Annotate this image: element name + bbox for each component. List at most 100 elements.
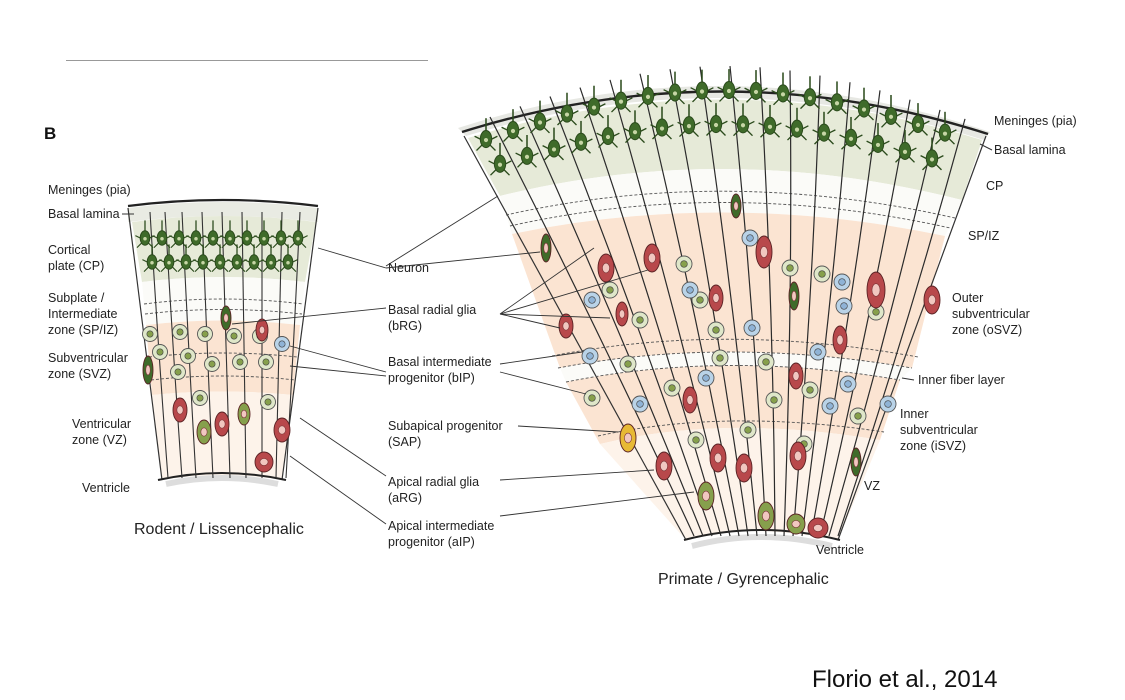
rodent-title: Rodent / Lissencephalic: [134, 521, 304, 538]
neuron-nucleus: [279, 237, 283, 241]
rodent-label-vz-2: zone (VZ): [72, 433, 127, 447]
glia-nucleus: [602, 262, 610, 274]
primate-label-isvz-2: subventricular: [900, 423, 978, 437]
rodent-label-svz-2: zone (SVZ): [48, 367, 111, 381]
neuron-dendrites: [152, 235, 172, 248]
primate-basal-lamina-leader: [979, 143, 993, 151]
leader-brg-primate: [499, 247, 649, 329]
neuron-cell: [169, 220, 189, 248]
neuron-cell: [582, 85, 606, 119]
progenitor-cell: [180, 348, 196, 364]
radial-fiber: [241, 211, 247, 479]
leader-aip-primate: [499, 491, 695, 517]
neuron-dendrites: [227, 259, 247, 272]
radial-glia-cell: [786, 513, 806, 535]
rodent-label-vz-1: Ventricular: [72, 417, 131, 431]
leader-brg-rodent: [231, 307, 387, 325]
rodent-svz-band: [146, 320, 300, 395]
neuron-nucleus: [605, 134, 611, 140]
neuron-dendrites: [731, 120, 755, 137]
glia-nucleus: [543, 242, 549, 254]
neuron-dendrites: [203, 235, 223, 248]
neuron-cell: [825, 81, 849, 115]
cell-nucleus: [762, 358, 770, 366]
radial-glia-cell: [273, 417, 291, 443]
radial-glia-cell: [708, 284, 724, 312]
cell-nucleus: [624, 360, 632, 368]
primate-label-osvz-1: Outer: [952, 291, 983, 305]
progenitor-cell: [663, 379, 681, 397]
legend-aip-2: progenitor (aIP): [388, 535, 475, 549]
radial-glia-cell: [643, 243, 661, 273]
neuron-cell: [528, 100, 552, 134]
glia-nucleus: [145, 364, 151, 376]
primate-left-edge: [463, 135, 687, 541]
neuron-dendrites: [933, 129, 957, 145]
progenitor-cell: [583, 389, 601, 407]
neuron-cell: [193, 244, 213, 272]
legend-leader-lines: [231, 195, 695, 525]
radial-glia-cell: [709, 443, 727, 473]
radial-fiber: [801, 82, 851, 537]
neuron-nucleus: [252, 261, 256, 265]
glia-nucleus: [562, 321, 570, 331]
primate-ifl-leader: [901, 377, 915, 381]
primate-ventricle-shade: [691, 534, 833, 549]
glia-nucleus: [712, 293, 720, 303]
primate-right-edge: [837, 135, 987, 541]
neuron-nucleus: [177, 237, 181, 241]
neuron-cell: [677, 104, 701, 138]
neuron-cell: [893, 129, 917, 163]
neuron-nucleus: [848, 136, 854, 141]
rodent-label-spiz-3: zone (SP/IZ): [48, 323, 118, 337]
progenitor-cell: [681, 281, 699, 299]
radial-fiber: [729, 65, 767, 537]
glia-nucleus: [791, 520, 801, 528]
progenitor-cell: [226, 328, 242, 344]
neuron-dendrites: [555, 110, 579, 126]
glia-nucleus: [278, 425, 286, 435]
cell-nucleus: [668, 384, 676, 392]
neuron-cell: [569, 120, 593, 154]
legend-bip-2: progenitor (bIP): [388, 371, 475, 385]
neuron-cell: [690, 69, 714, 103]
cell-nucleus: [196, 394, 204, 402]
progenitor-cell: [581, 347, 599, 365]
neuron-dendrites: [744, 87, 768, 103]
cell-nucleus: [680, 260, 688, 268]
neuron-cell: [271, 220, 291, 248]
neuron-dendrites: [650, 124, 674, 140]
neuron-dendrites: [785, 125, 809, 141]
neuron-dendrites: [758, 122, 782, 138]
cell-nucleus: [826, 402, 834, 410]
neuron-cell: [488, 142, 512, 176]
legend-arg-1: Apical radial glia: [388, 475, 479, 489]
neuron-cell: [152, 220, 172, 248]
primate-title: Primate / Gyrencephalic: [658, 571, 829, 588]
neuron-cell: [717, 69, 741, 102]
neuron-nucleus: [753, 89, 759, 95]
legend-sap-1: Subapical progenitor: [388, 419, 503, 433]
progenitor-cell: [813, 265, 831, 283]
radial-glia-cell: [923, 285, 941, 315]
neuron-nucleus: [672, 91, 678, 96]
glia-nucleus: [258, 325, 265, 335]
progenitor-cell: [687, 431, 705, 449]
radial-glia-cell: [196, 419, 212, 445]
progenitor-cell: [204, 356, 220, 372]
progenitor-cell: [743, 319, 761, 337]
neuron-cell: [650, 106, 674, 140]
neuron-nucleus: [551, 147, 557, 152]
neuron-dendrites: [186, 235, 206, 248]
neuron-cell: [636, 75, 660, 108]
cell-nucleus: [806, 386, 814, 394]
radial-fiber: [489, 116, 695, 537]
neuron-cell: [220, 220, 240, 248]
primate-cp-band: [468, 99, 982, 200]
radial-glia-cell: [735, 453, 753, 483]
progenitor-cell: [619, 355, 637, 373]
neuron-nucleus: [564, 112, 570, 117]
neuron-dendrites: [906, 120, 930, 136]
cell-nucleus: [786, 264, 794, 272]
glia-nucleus: [660, 460, 668, 472]
